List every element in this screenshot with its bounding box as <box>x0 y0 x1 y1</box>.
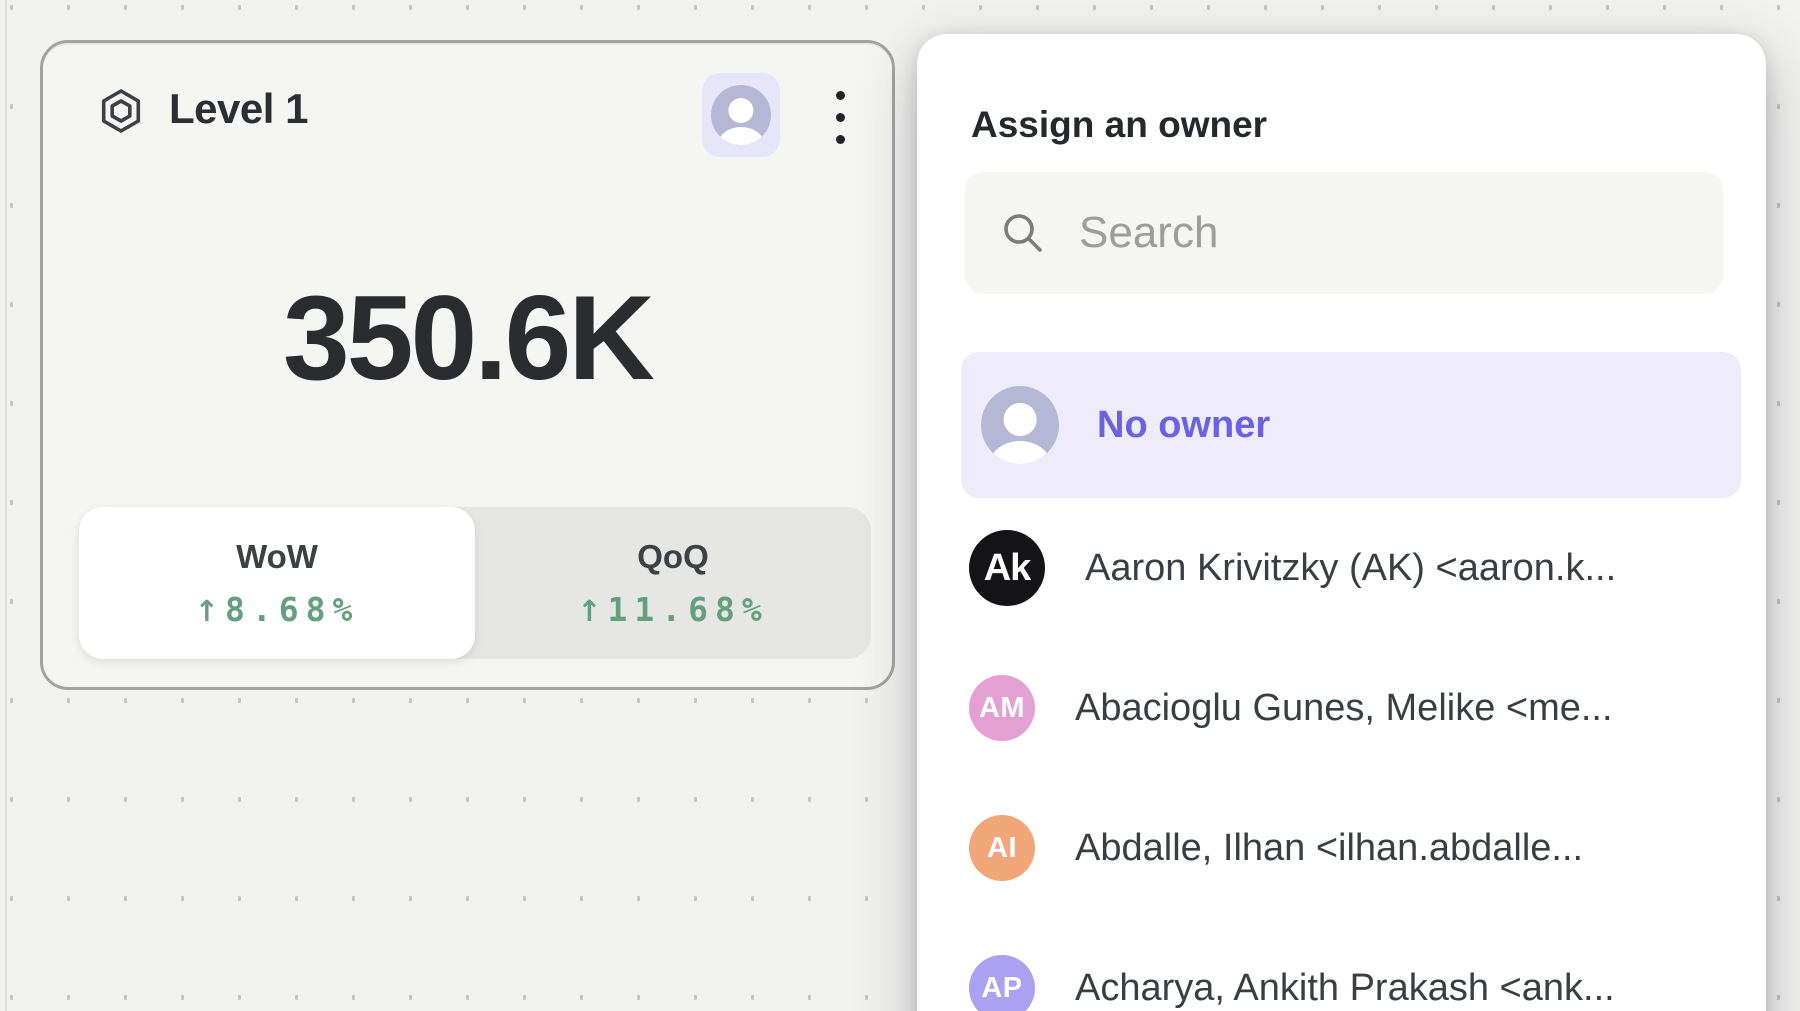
no-owner-label: No owner <box>1097 403 1271 446</box>
canvas-edge-line <box>5 0 7 1011</box>
owner-name: Aaron Krivitzky (AK) <aaron.k... <box>1085 546 1617 589</box>
avatar: Ak <box>969 530 1045 606</box>
no-owner-option[interactable]: No owner <box>961 352 1741 498</box>
owner-search-input[interactable] <box>1079 208 1679 258</box>
card-title: Level 1 <box>169 85 308 132</box>
card-menu-button[interactable] <box>836 91 846 157</box>
person-icon <box>981 386 1059 464</box>
owner-name: Abdalle, Ilhan <ilhan.abdalle... <box>1075 826 1584 869</box>
owner-options-list: Ak Aaron Krivitzky (AK) <aaron.k... AM A… <box>961 498 1741 1011</box>
tab-wow-label: WoW <box>236 537 318 575</box>
owner-option-row[interactable]: AM Abacioglu Gunes, Melike <me... <box>961 638 1741 778</box>
owner-name: Abacioglu Gunes, Melike <me... <box>1075 686 1613 729</box>
metric-widget-card[interactable]: Level 1 350.6K WoW ↑ 8.68% QoQ ↑ 11.68% <box>40 40 895 690</box>
avatar: AM <box>969 675 1035 741</box>
up-arrow-icon: ↑ <box>577 593 602 628</box>
owner-search-box[interactable] <box>965 172 1723 294</box>
up-arrow-icon: ↑ <box>194 593 219 628</box>
tab-wow-delta: ↑ 8.68% <box>194 589 360 629</box>
tab-wow[interactable]: WoW ↑ 8.68% <box>79 507 475 659</box>
comparison-tabs: WoW ↑ 8.68% QoQ ↑ 11.68% <box>79 507 871 659</box>
owner-option-row[interactable]: Ak Aaron Krivitzky (AK) <aaron.k... <box>961 498 1741 638</box>
tab-qoq-label: QoQ <box>637 537 709 575</box>
tab-qoq[interactable]: QoQ ↑ 11.68% <box>475 507 871 659</box>
avatar: AI <box>969 815 1035 881</box>
card-header: Level 1 <box>43 43 892 193</box>
hexagon-icon <box>101 89 141 133</box>
assign-owner-panel: Assign an owner No owner Ak Aaron Krivit… <box>917 34 1766 1011</box>
person-icon <box>711 85 771 145</box>
avatar: AP <box>969 955 1035 1011</box>
owner-option-row[interactable]: AI Abdalle, Ilhan <ilhan.abdalle... <box>961 778 1741 918</box>
assign-owner-button[interactable] <box>702 73 780 157</box>
search-icon <box>1004 214 1042 252</box>
metric-value: 350.6K <box>283 271 655 405</box>
tab-qoq-delta: ↑ 11.68% <box>577 589 769 629</box>
owner-name: Acharya, Ankith Prakash <ank... <box>1075 966 1615 1009</box>
owner-option-row[interactable]: AP Acharya, Ankith Prakash <ank... <box>961 918 1741 1011</box>
panel-title: Assign an owner <box>971 104 1268 145</box>
